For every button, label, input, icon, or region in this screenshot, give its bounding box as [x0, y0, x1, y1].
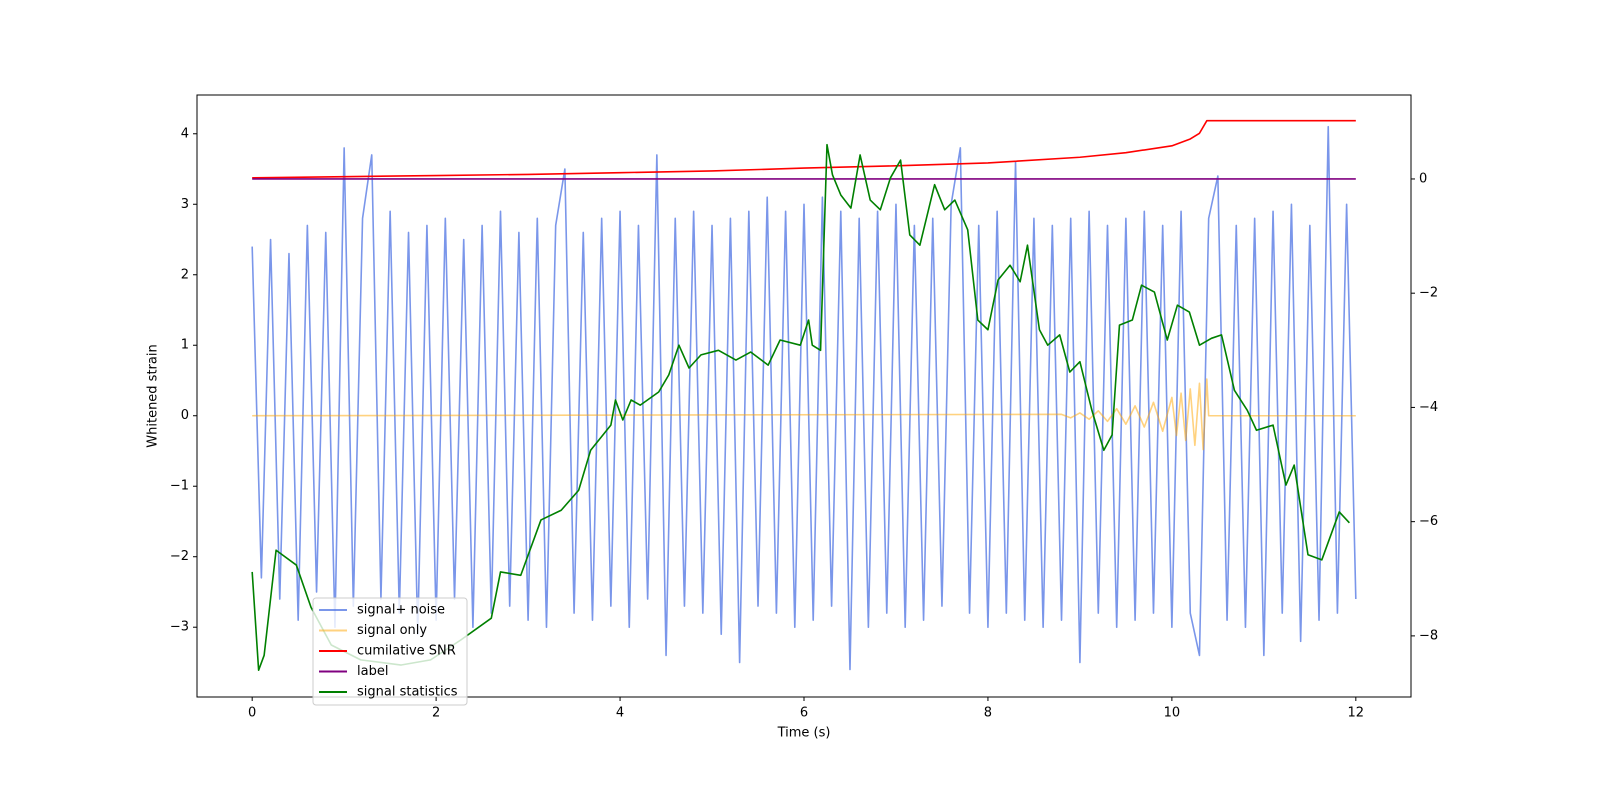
x-tick-label: 10: [1164, 706, 1181, 721]
series-line: [252, 119, 1356, 179]
legend-label: signal statistics: [357, 685, 458, 700]
x-tick-label: 4: [616, 706, 624, 721]
y-axis-label: Whitened strain: [146, 344, 161, 447]
x-tick-label: 8: [984, 706, 992, 721]
y-tick-label: −1: [170, 479, 189, 494]
y-tick-label: 3: [181, 197, 189, 212]
y-tick-label: 4: [181, 126, 189, 141]
y2-tick-label: 0: [1419, 171, 1427, 186]
legend-label: label: [357, 664, 388, 679]
y-tick-label: 2: [181, 267, 189, 282]
plot-area: [251, 119, 1357, 671]
y-tick-label: 0: [181, 408, 189, 423]
y-tick-label: −3: [170, 620, 189, 635]
y-tick-label: 1: [181, 338, 189, 353]
x-axis-label: Time (s): [777, 726, 831, 741]
legend-label: signal only: [357, 623, 427, 638]
legend-label: signal+ noise: [357, 603, 445, 618]
y-tick-label: −2: [170, 549, 189, 564]
legend: signal+ noise signal only cumilative SNR la…: [312, 597, 468, 706]
legend-label: cumilative SNR: [357, 644, 456, 659]
y2-tick-label: −2: [1419, 286, 1438, 301]
y2-tick-label: −8: [1419, 628, 1438, 643]
y2-tick-label: −4: [1419, 400, 1438, 415]
x-tick-label: 12: [1348, 706, 1365, 721]
x-tick-label: 2: [432, 706, 440, 721]
y2-tick-label: −6: [1419, 514, 1438, 529]
series-line: [252, 378, 1356, 451]
series-line: [251, 143, 1350, 671]
x-tick-label: 0: [248, 706, 256, 721]
legend-box: [312, 597, 468, 706]
x-tick-label: 6: [800, 706, 808, 721]
